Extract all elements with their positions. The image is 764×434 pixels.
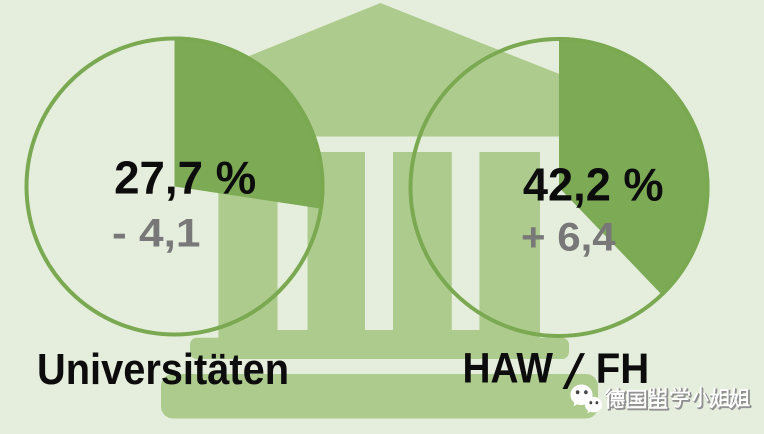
svg-text:- 4,1: - 4,1 <box>112 211 201 255</box>
svg-text:Universitäten: Universitäten <box>37 346 289 394</box>
svg-text:HAW: HAW <box>463 345 554 393</box>
svg-text:+ 6,4: + 6,4 <box>521 216 616 260</box>
svg-text:42,2 %: 42,2 % <box>523 158 664 210</box>
svg-text:27,7 %: 27,7 % <box>114 151 256 203</box>
svg-text:FH: FH <box>596 345 650 393</box>
